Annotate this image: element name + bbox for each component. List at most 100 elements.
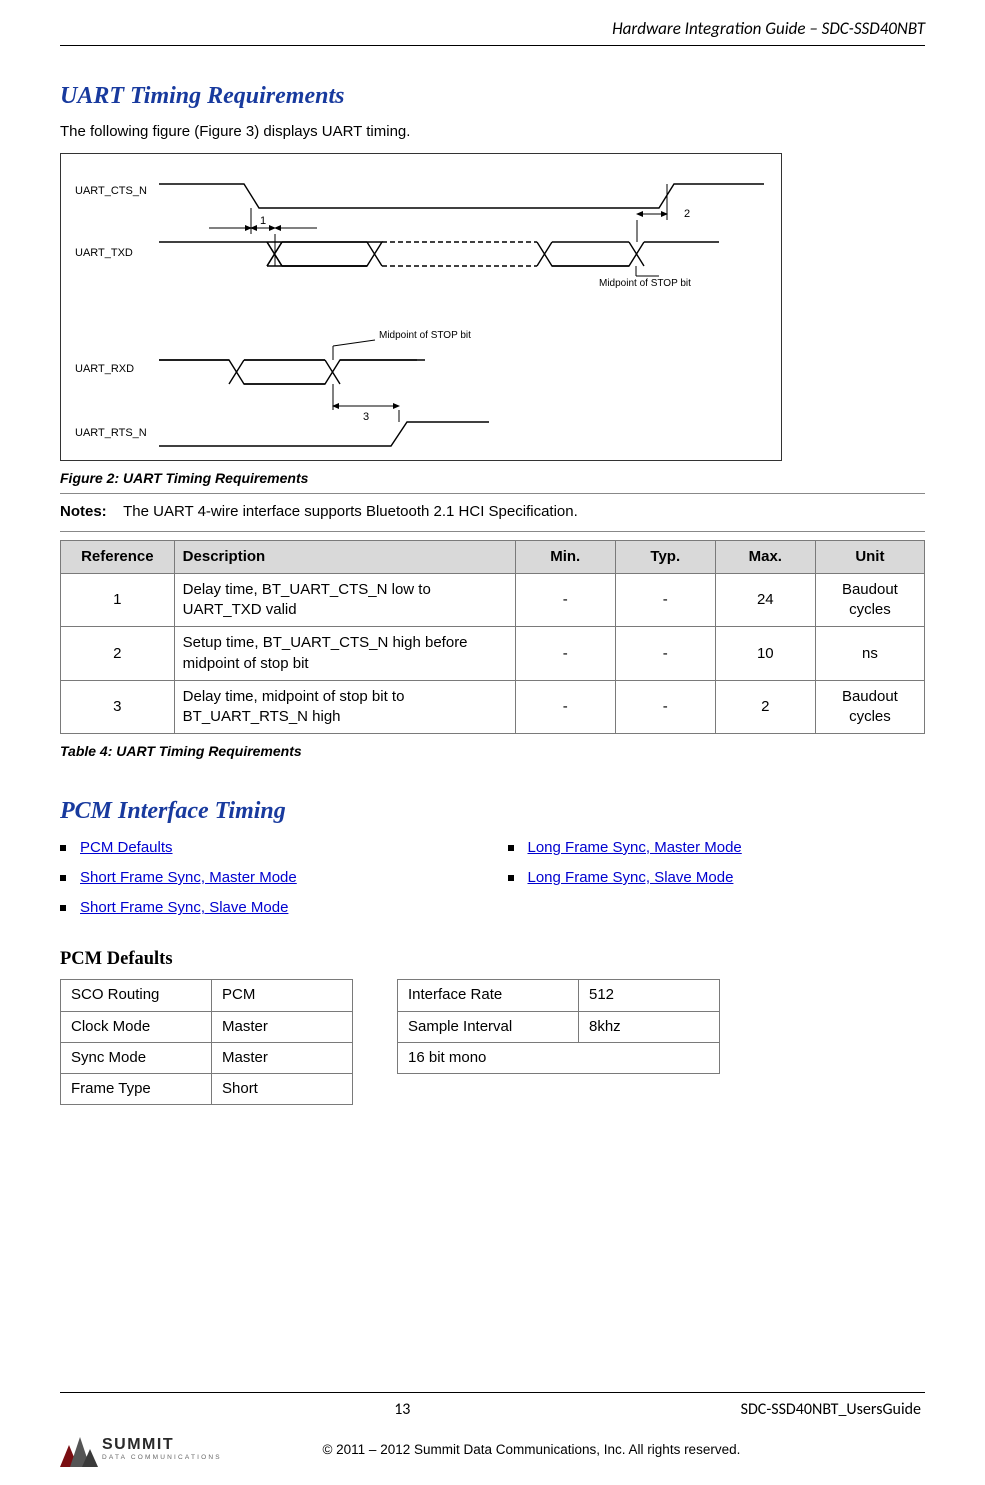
notes-label: Notes:	[60, 503, 107, 520]
bullet-icon	[508, 875, 514, 881]
signal-label-rts: UART_RTS_N	[75, 427, 147, 439]
cell: Sync Mode	[61, 1042, 212, 1073]
cell: -	[515, 680, 615, 734]
signal-label-rxd: UART_RXD	[75, 363, 134, 375]
divider	[60, 531, 925, 532]
cell: Clock Mode	[61, 1011, 212, 1042]
logo-text: SUMMIT	[102, 1437, 222, 1453]
cell: SCO Routing	[61, 980, 212, 1011]
cell: -	[615, 627, 715, 681]
link-pcm-defaults[interactable]: PCM Defaults	[80, 838, 173, 858]
bullet-icon	[508, 845, 514, 851]
cell: 8khz	[579, 1011, 720, 1042]
table-row: Frame Type Short	[61, 1074, 353, 1105]
cell: 2	[61, 627, 175, 681]
cell: 1	[61, 573, 175, 627]
dim-label-3: 3	[363, 411, 369, 423]
link-long-frame-slave[interactable]: Long Frame Sync, Slave Mode	[528, 868, 734, 888]
bullet-icon	[60, 845, 66, 851]
uart-timing-table: Reference Description Min. Typ. Max. Uni…	[60, 540, 925, 735]
table-row: Interface Rate 512	[398, 980, 720, 1011]
link-item: PCM Defaults	[60, 838, 478, 858]
table-row: 16 bit mono	[398, 1042, 720, 1073]
link-item: Short Frame Sync, Slave Mode	[60, 898, 478, 918]
section-intro: The following figure (Figure 3) displays…	[60, 122, 925, 142]
notes-line: Notes: The UART 4-wire interface support…	[60, 502, 925, 522]
uart-timing-diagram: UART_CTS_N UART_TXD	[60, 153, 782, 461]
table-row: Sample Interval 8khz	[398, 1011, 720, 1042]
page-footer: 13 SDC-SSD40NBT_UsersGuide SUMMIT DATA C…	[60, 1392, 925, 1467]
cell: 512	[579, 980, 720, 1011]
table-row: SCO Routing PCM	[61, 980, 353, 1011]
cell: Master	[212, 1042, 353, 1073]
pcm-defaults-table-left: SCO Routing PCM Clock Mode Master Sync M…	[60, 979, 353, 1105]
midpoint-label-rxd: Midpoint of STOP bit	[379, 330, 471, 341]
cell: 24	[715, 573, 815, 627]
dim-label-1: 1	[260, 215, 266, 227]
doc-id: SDC-SSD40NBT_UsersGuide	[741, 1399, 921, 1421]
th-min: Min.	[515, 540, 615, 573]
cell: -	[515, 627, 615, 681]
dim-label-2: 2	[684, 208, 690, 220]
link-item: Short Frame Sync, Master Mode	[60, 868, 478, 888]
th-max: Max.	[715, 540, 815, 573]
table-header-row: Reference Description Min. Typ. Max. Uni…	[61, 540, 925, 573]
cell: -	[515, 573, 615, 627]
link-long-frame-master[interactable]: Long Frame Sync, Master Mode	[528, 838, 742, 858]
table-caption: Table 4: UART Timing Requirements	[60, 742, 925, 761]
section-heading-uart: UART Timing Requirements	[60, 80, 925, 112]
cell: 10	[715, 627, 815, 681]
th-unit: Unit	[815, 540, 924, 573]
bullet-icon	[60, 875, 66, 881]
cell: ns	[815, 627, 924, 681]
table-row: 3 Delay time, midpoint of stop bit to BT…	[61, 680, 925, 734]
cell: Delay time, midpoint of stop bit to BT_U…	[174, 680, 515, 734]
notes-text: The UART 4-wire interface supports Bluet…	[123, 503, 578, 520]
running-header: Hardware Integration Guide – SDC-SSD40NB…	[60, 18, 925, 46]
logo-mark-icon	[60, 1433, 94, 1467]
cell: -	[615, 680, 715, 734]
signal-label-txd: UART_TXD	[75, 247, 133, 259]
pcm-link-grid: PCM Defaults Long Frame Sync, Master Mod…	[60, 838, 925, 919]
pcm-defaults-heading: PCM Defaults	[60, 947, 925, 972]
cell: 2	[715, 680, 815, 734]
table-row: Sync Mode Master	[61, 1042, 353, 1073]
table-body: 1 Delay time, BT_UART_CTS_N low to UART_…	[61, 573, 925, 734]
cell: Master	[212, 1011, 353, 1042]
table-row: Clock Mode Master	[61, 1011, 353, 1042]
midpoint-label-txd: Midpoint of STOP bit	[599, 278, 691, 289]
pcm-defaults-tables: SCO Routing PCM Clock Mode Master Sync M…	[60, 979, 925, 1105]
cell: -	[615, 573, 715, 627]
logo-subtext: DATA COMMUNICATIONS	[102, 1453, 222, 1462]
th-typ: Typ.	[615, 540, 715, 573]
cell: Setup time, BT_UART_CTS_N high before mi…	[174, 627, 515, 681]
cell: Delay time, BT_UART_CTS_N low to UART_TX…	[174, 573, 515, 627]
copyright: © 2011 – 2012 Summit Data Communications…	[238, 1441, 925, 1459]
cell: Sample Interval	[398, 1011, 579, 1042]
cell: Baudout cycles	[815, 573, 924, 627]
link-short-frame-master[interactable]: Short Frame Sync, Master Mode	[80, 868, 297, 888]
cell: Interface Rate	[398, 980, 579, 1011]
link-item: Long Frame Sync, Slave Mode	[508, 868, 926, 888]
figure-caption: Figure 2: UART Timing Requirements	[60, 469, 925, 488]
cell: Short	[212, 1074, 353, 1105]
section-heading-pcm: PCM Interface Timing	[60, 795, 925, 827]
signal-label-cts: UART_CTS_N	[75, 185, 147, 197]
pcm-defaults-table-right: Interface Rate 512 Sample Interval 8khz …	[397, 979, 720, 1074]
table-row: 1 Delay time, BT_UART_CTS_N low to UART_…	[61, 573, 925, 627]
waveform-rts	[159, 422, 489, 446]
cell: Frame Type	[61, 1074, 212, 1105]
link-item: Long Frame Sync, Master Mode	[508, 838, 926, 858]
divider	[60, 493, 925, 494]
th-reference: Reference	[61, 540, 175, 573]
waveform-cts	[159, 184, 764, 208]
footer-rule	[60, 1392, 925, 1393]
summit-logo: SUMMIT DATA COMMUNICATIONS	[60, 1433, 222, 1467]
cell: 16 bit mono	[398, 1042, 720, 1073]
link-short-frame-slave[interactable]: Short Frame Sync, Slave Mode	[80, 898, 288, 918]
page-number: 13	[394, 1399, 410, 1421]
bullet-icon	[60, 905, 66, 911]
th-description: Description	[174, 540, 515, 573]
cell: Baudout cycles	[815, 680, 924, 734]
cell: PCM	[212, 980, 353, 1011]
